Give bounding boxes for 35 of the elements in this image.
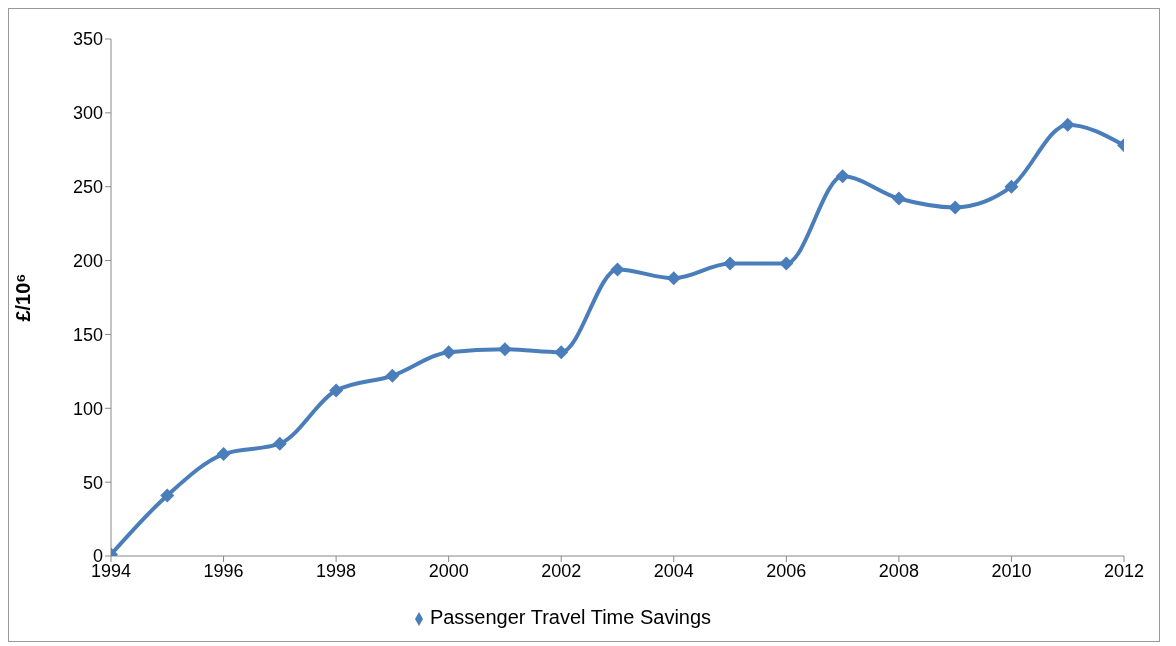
- y-tick-label: 150: [72, 324, 103, 345]
- point: [666, 271, 681, 286]
- point: [610, 262, 625, 277]
- y-tick-label: 100: [72, 398, 103, 419]
- x-tick-label: 1998: [316, 560, 357, 581]
- point: [329, 383, 344, 398]
- x-tick-label: 2008: [878, 560, 919, 581]
- point: [891, 191, 906, 206]
- point: [441, 345, 456, 360]
- x-tick-label: 2004: [653, 560, 694, 581]
- point: [385, 368, 400, 383]
- point: [835, 169, 850, 184]
- y-axis-title: £/10⁶: [12, 273, 35, 322]
- point: [1060, 117, 1075, 132]
- x-tick-label: 1996: [203, 560, 244, 581]
- legend-label: Passenger Travel Time Savings: [429, 606, 712, 628]
- point: [160, 488, 175, 503]
- point: [723, 256, 738, 271]
- y-tick-label: 250: [72, 177, 103, 198]
- y-tick-label: 200: [72, 250, 103, 271]
- y-tick-label: 350: [72, 29, 103, 50]
- x-tick-label: 2006: [766, 560, 807, 581]
- point: [554, 345, 569, 360]
- point: [216, 447, 231, 462]
- point: [497, 342, 512, 357]
- point: [948, 200, 963, 215]
- x-tick-label: 2002: [541, 560, 582, 581]
- x-tick-label: 2010: [991, 560, 1032, 581]
- point: [779, 256, 794, 271]
- x-tick-label: 2000: [428, 560, 469, 581]
- point: [272, 436, 287, 451]
- y-tick-label: 300: [72, 103, 103, 124]
- x-tick-label: 2012: [1103, 560, 1145, 581]
- point: [1004, 179, 1019, 194]
- y-tick-label: 50: [82, 472, 103, 493]
